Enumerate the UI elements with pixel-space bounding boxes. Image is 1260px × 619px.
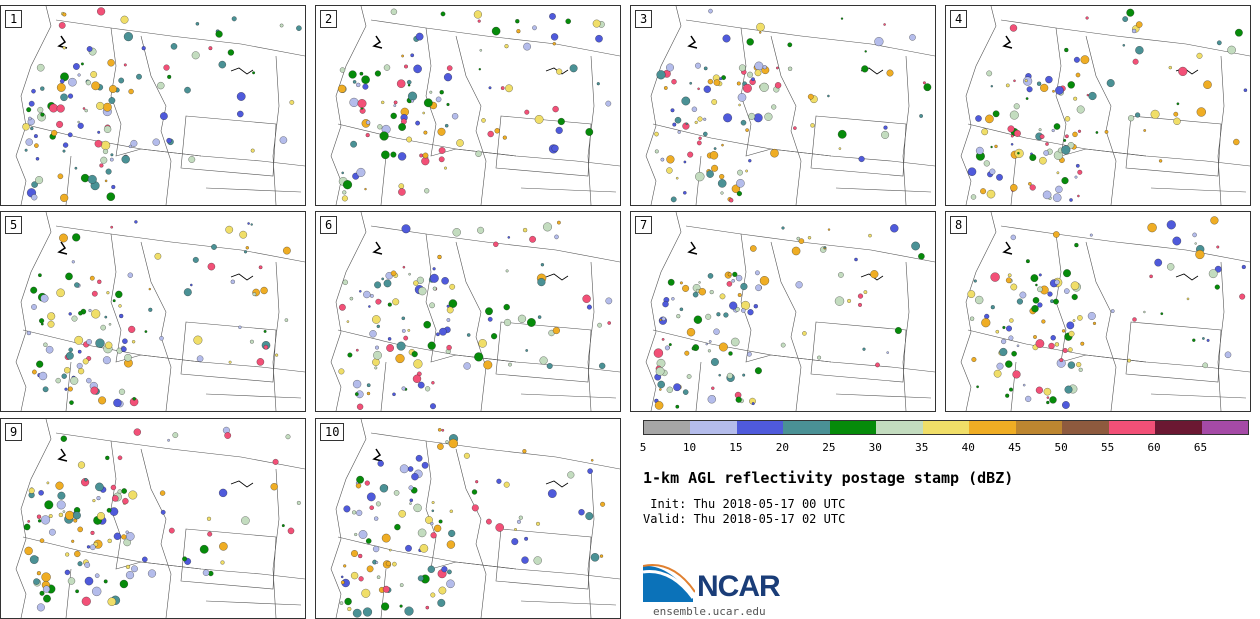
colorbar-tick-label: 10 [682,441,697,454]
colorbar-swatch [644,421,691,434]
colorbar-swatch [829,421,877,434]
postage-stamp-panel: 9 [0,418,306,619]
colorbar-tick-label: 20 [775,441,789,454]
postage-stamp-panel: 7 [630,211,936,412]
init-time: Init: Thu 2018-05-17 00 UTC [643,497,846,511]
map-reflectivity-plot [15,419,305,618]
postage-stamp-panel: 8 [945,211,1251,412]
postage-stamp-panel: 3 [630,5,936,206]
colorbar-swatch [1108,421,1156,434]
postage-stamp-panel: 1 [0,5,306,206]
map-reflectivity-plot [15,6,305,205]
member-number-label: 1 [5,10,23,28]
member-number-label: 7 [635,216,653,234]
map-reflectivity-plot [645,6,935,205]
website-url: ensemble.ucar.edu [653,605,766,618]
reflectivity-colorbar [643,420,1249,435]
colorbar-tick-label: 65 [1193,441,1208,454]
map-reflectivity-plot [330,212,620,411]
member-number-label: 8 [950,216,968,234]
colorbar-tick-label: 50 [1054,441,1068,454]
postage-stamp-panel: 10 [315,418,621,619]
member-number-label: 4 [950,10,968,28]
colorbar-swatch [922,421,970,434]
member-number-label: 9 [5,423,23,441]
member-number-label: 3 [635,10,653,28]
colorbar-tick-labels: 5 10 15 20 25 30 35 40 45 50 55 60 65 [639,441,1247,455]
colorbar-tick-label: 35 [915,441,929,454]
postage-stamp-panel: 2 [315,5,621,206]
ncar-wordmark: NCAR [697,570,781,603]
member-number-label: 10 [320,423,345,441]
postage-stamp-panel: 4 [945,5,1251,206]
colorbar-swatch [969,421,1016,434]
colorbar-swatch [876,421,923,434]
postage-stamp-panel: 6 [315,211,621,412]
member-number-label: 6 [320,216,338,234]
colorbar-tick-label: 55 [1100,441,1115,454]
colorbar-tick-label: 45 [1008,441,1022,454]
map-reflectivity-plot [960,212,1250,411]
member-number-label: 2 [320,10,338,28]
map-reflectivity-plot [15,212,305,411]
colorbar-swatch [783,421,830,434]
colorbar-tick-label: 15 [729,441,743,454]
colorbar-swatch [1015,421,1063,434]
colorbar-tick-label: 5 [639,441,647,454]
map-reflectivity-plot [645,212,935,411]
postage-stamp-panel: 5 [0,211,306,412]
colorbar-swatch [1062,421,1109,434]
map-reflectivity-plot [330,6,620,205]
colorbar-swatch [1155,421,1202,434]
colorbar-swatch [736,421,784,434]
valid-time: Valid: Thu 2018-05-17 02 UTC [643,512,846,526]
map-reflectivity-plot [960,6,1250,205]
member-number-label: 5 [5,216,23,234]
colorbar-swatch [690,421,737,434]
colorbar-swatch [1201,421,1249,434]
map-reflectivity-plot [330,419,620,618]
figure-title: 1-km AGL reflectivity postage stamp (dBZ… [643,469,1014,487]
colorbar-tick-label: 30 [868,441,882,454]
ncar-logo: NCAR [642,562,803,604]
colorbar-tick-label: 60 [1147,441,1161,454]
ncar-swoosh-icon [642,564,696,602]
colorbar-tick-label: 25 [822,441,836,454]
colorbar-tick-label: 40 [961,441,975,454]
